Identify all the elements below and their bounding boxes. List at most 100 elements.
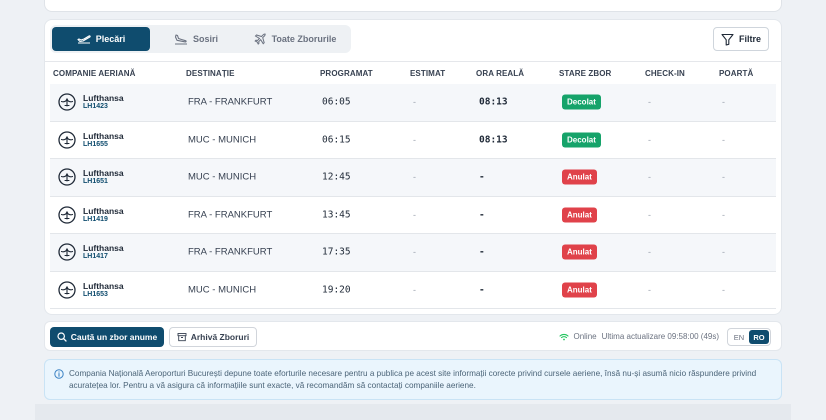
tab-departures[interactable]: Plecări	[52, 27, 150, 51]
destination-cell: FRA - FRANKFURT	[188, 96, 273, 108]
archive-icon	[177, 333, 187, 342]
airline-name: Lufthansa	[83, 205, 124, 216]
airline-cell: Lufthansa LH1653	[83, 280, 124, 298]
estimated-time: -	[413, 172, 416, 183]
page-bottom-edge	[35, 404, 791, 420]
search-icon	[57, 332, 67, 342]
destination-cell: MUC - MUNICH	[188, 171, 257, 183]
disclaimer-box: Compania Națională Aeroporturi București…	[44, 359, 782, 400]
airline-name: Lufthansa	[83, 280, 124, 291]
status-badge: Decolat	[562, 132, 601, 148]
destination-cell: FRA - FRANKFURT	[188, 246, 273, 258]
airline-cell: Lufthansa LH1655	[83, 130, 124, 148]
lufthansa-logo-icon	[58, 131, 76, 149]
destination-cell: FRA - FRANKFURT	[188, 209, 273, 221]
status-badge: Anulat	[562, 282, 597, 298]
scheduled-time: 12:45	[322, 171, 351, 183]
scheduled-time: 06:05	[322, 96, 351, 108]
online-status: Online Ultima actualizare 09:58:00 (49s)	[559, 332, 719, 341]
col-actual: ORA REALĂ	[476, 69, 525, 78]
table-row[interactable]: Lufthansa LH1655 MUC - MUNICH 06:15 - 08…	[50, 122, 776, 159]
lufthansa-logo-icon	[58, 206, 76, 224]
status-badge: Anulat	[562, 169, 597, 185]
actual-time: -	[479, 246, 485, 258]
airline-name: Lufthansa	[83, 243, 124, 254]
previous-section-card	[44, 0, 782, 12]
actual-time: 08:13	[479, 96, 508, 108]
airline-name: Lufthansa	[83, 130, 124, 141]
gate-cell: -	[722, 247, 725, 258]
plane-icon	[253, 32, 267, 46]
airline-name: Lufthansa	[83, 168, 124, 179]
tab-arrivals[interactable]: Sosiri	[150, 27, 242, 51]
col-estimated: ESTIMAT	[410, 69, 446, 78]
last-update-text: Ultima actualizare 09:58:00 (49s)	[601, 332, 719, 341]
scheduled-time: 06:15	[322, 134, 351, 146]
status-badge: Anulat	[562, 244, 597, 260]
language-switch: EN RO	[727, 328, 771, 346]
gate-cell: -	[722, 284, 725, 295]
action-bar: Caută un zbor anume Arhivă Zboruri Onlin…	[44, 321, 782, 351]
destination-cell: MUC - MUNICH	[188, 284, 257, 296]
online-label: Online	[573, 332, 597, 341]
archive-button[interactable]: Arhivă Zboruri	[169, 327, 257, 347]
flight-number: LH1419	[83, 215, 108, 223]
table-row[interactable]: Lufthansa LH1651 MUC - MUNICH 12:45 - - …	[50, 159, 776, 197]
table-row[interactable]: Lufthansa LH1417 FRA - FRANKFURT 17:35 -…	[50, 234, 776, 272]
flight-tabs: Plecări Sosiri Toate Zborurile	[50, 25, 351, 53]
checkin-cell: -	[648, 247, 651, 258]
scheduled-time: 19:20	[322, 284, 351, 296]
checkin-cell: -	[648, 172, 651, 183]
filters-button[interactable]: Filtre	[713, 27, 769, 51]
flights-table: Lufthansa LH1423 FRA - FRANKFURT 06:05 -…	[50, 84, 776, 309]
col-destination: DESTINAȚIE	[186, 69, 235, 78]
header-divider	[45, 61, 781, 62]
table-row[interactable]: Lufthansa LH1419 FRA - FRANKFURT 13:45 -…	[50, 197, 776, 234]
actual-time: 08:13	[479, 134, 508, 146]
checkin-cell: -	[648, 209, 651, 220]
col-scheduled: PROGRAMAT	[320, 69, 373, 78]
lufthansa-logo-icon	[58, 281, 76, 299]
search-flight-button[interactable]: Caută un zbor anume	[50, 327, 164, 347]
tab-departures-label: Plecări	[95, 34, 126, 44]
scheduled-time: 17:35	[322, 246, 351, 258]
archive-label: Arhivă Zboruri	[190, 332, 250, 342]
flight-number: LH1423	[83, 103, 108, 111]
wifi-icon	[559, 333, 570, 340]
gate-cell: -	[722, 97, 725, 108]
lufthansa-logo-icon	[58, 168, 76, 186]
table-row[interactable]: Lufthansa LH1423 FRA - FRANKFURT 06:05 -…	[50, 84, 776, 122]
tab-arrivals-label: Sosiri	[192, 34, 218, 44]
estimated-time: -	[413, 97, 416, 108]
airline-cell: Lufthansa LH1419	[83, 205, 124, 223]
table-header: COMPANIE AERIANĂ DESTINAȚIE PROGRAMAT ES…	[45, 68, 783, 82]
lang-ro-button[interactable]: RO	[749, 330, 769, 344]
checkin-cell: -	[648, 97, 651, 108]
col-airline: COMPANIE AERIANĂ	[53, 69, 136, 78]
airline-cell: Lufthansa LH1651	[83, 169, 124, 185]
estimated-time: -	[413, 247, 416, 258]
actual-time: -	[479, 209, 485, 221]
lufthansa-logo-icon	[58, 243, 76, 261]
flight-number: LH1417	[83, 253, 108, 261]
disclaimer-text: Compania Națională Aeroporturi București…	[69, 369, 757, 390]
estimated-time: -	[413, 209, 416, 220]
tab-all-flights[interactable]: Toate Zborurile	[242, 27, 348, 51]
actual-time: -	[479, 171, 485, 183]
scheduled-time: 13:45	[322, 209, 351, 221]
filter-icon	[721, 33, 734, 46]
actual-time: -	[479, 284, 485, 296]
plane-arrival-icon	[174, 33, 188, 45]
filters-label: Filtre	[738, 34, 761, 44]
destination-cell: MUC - MUNICH	[188, 134, 257, 146]
col-status: STARE ZBOR	[559, 69, 612, 78]
col-checkin: CHECK-IN	[645, 69, 685, 78]
flight-number: LH1651	[83, 178, 108, 186]
flight-number: LH1655	[83, 140, 108, 148]
table-row[interactable]: Lufthansa LH1653 MUC - MUNICH 19:20 - - …	[50, 272, 776, 309]
gate-cell: -	[722, 172, 725, 183]
airline-name: Lufthansa	[83, 93, 124, 104]
airline-cell: Lufthansa LH1417	[83, 244, 124, 260]
checkin-cell: -	[648, 284, 651, 295]
lang-en-button[interactable]: EN	[733, 332, 745, 342]
